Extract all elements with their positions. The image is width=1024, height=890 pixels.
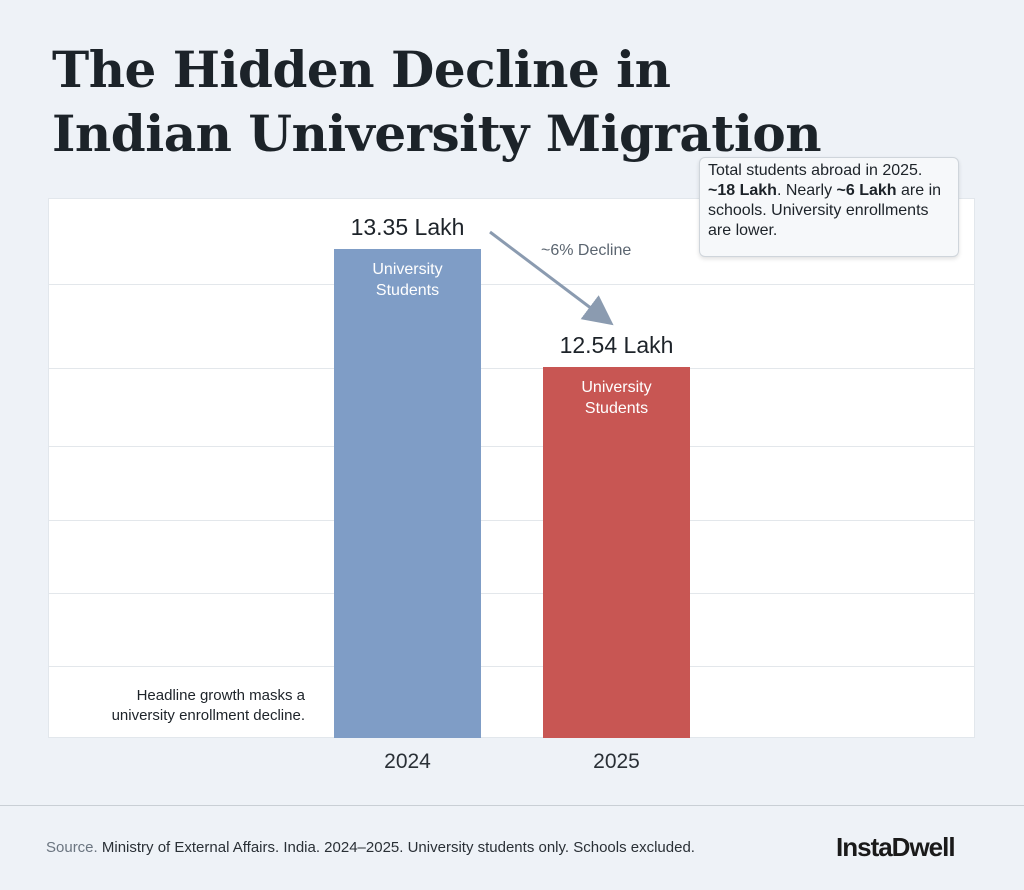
divider [0,805,1024,806]
logo: InstaDwell [836,832,956,862]
data-label: 13.35 Lakh [350,214,465,241]
x-tick-label: 2025 [593,750,640,773]
gridline [49,666,974,667]
data-label: 12.54 Lakh [559,332,674,359]
annotation-box: Total students abroad in 2025. ~18 Lakh.… [699,157,959,257]
gridline [49,368,974,369]
gridline [49,593,974,594]
source-note: Source. Ministry of External Affairs. In… [46,839,695,856]
x-tick-label: 2024 [384,750,431,773]
gridline [49,520,974,521]
plot-area [48,198,975,738]
page-title: The Hidden Decline in Indian University … [52,40,822,163]
gridline [49,284,974,285]
gridline [49,446,974,447]
bar-2025: University Students [543,367,690,738]
decline-label: ~6% Decline [541,242,632,259]
bar-2024: University Students [334,249,481,738]
callout-text: Headline growth masks a university enrol… [111,687,305,724]
